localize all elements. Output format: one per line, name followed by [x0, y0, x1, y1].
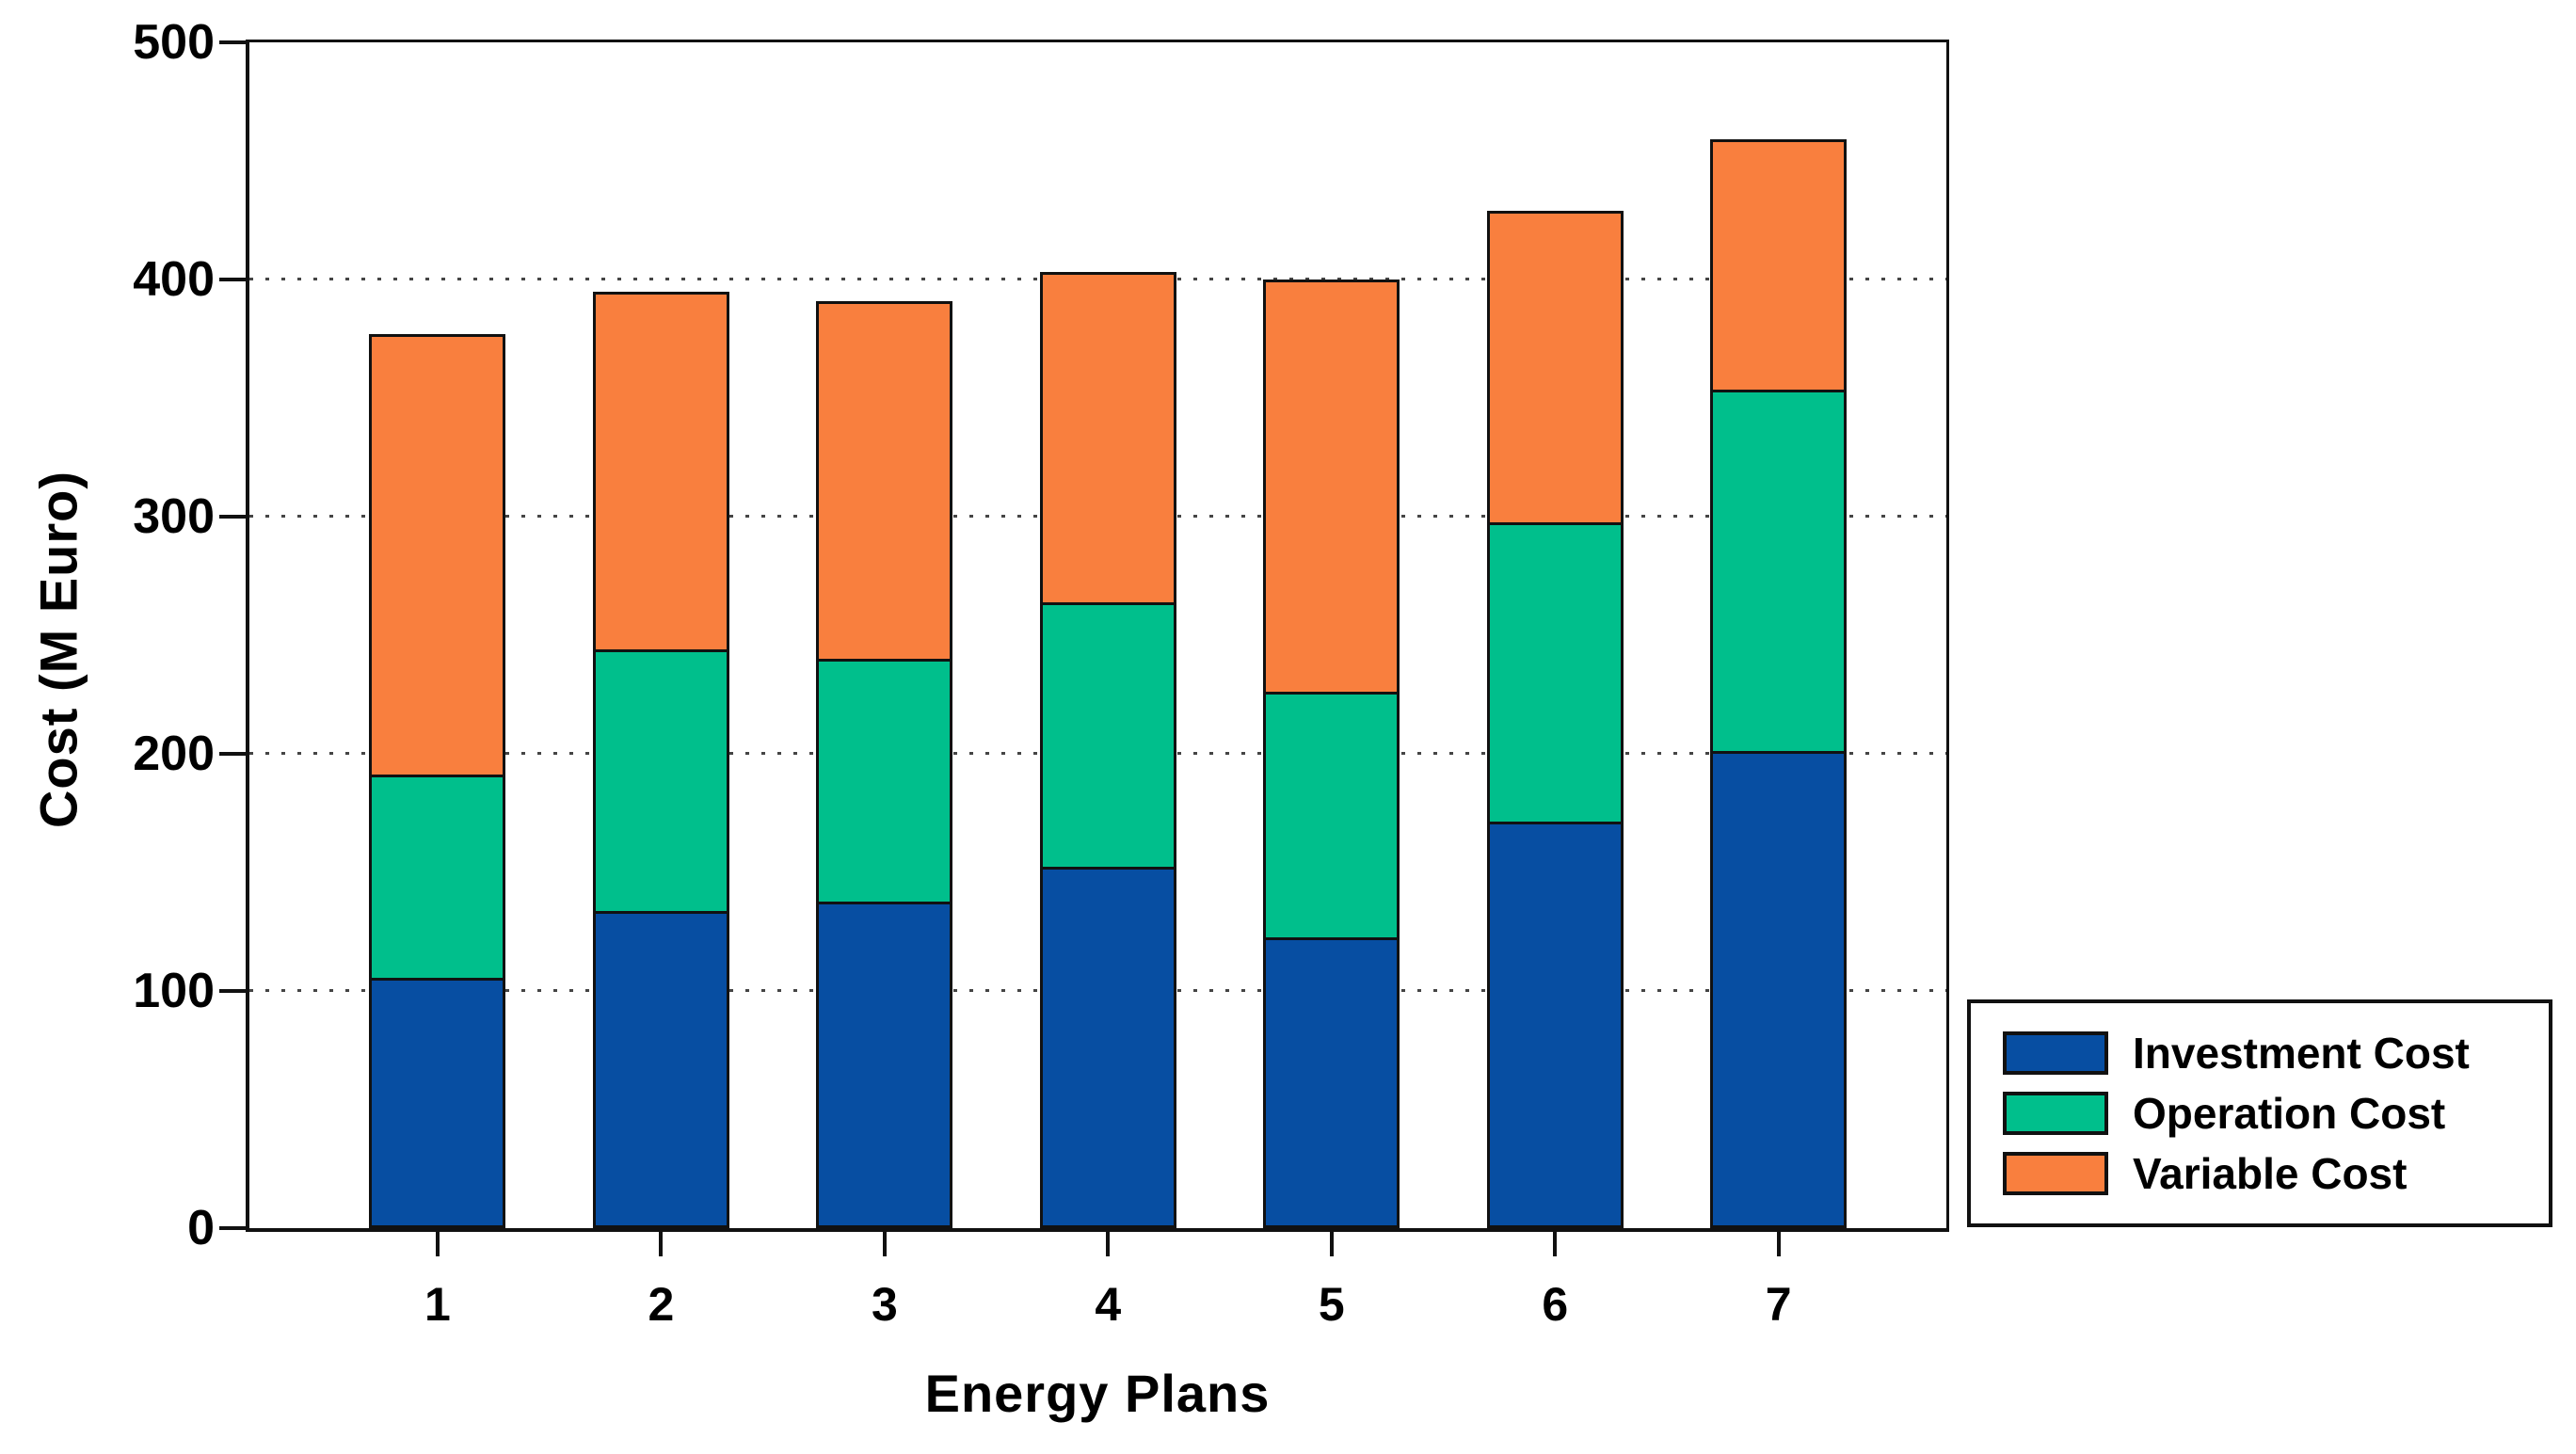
x-tick-5: [1329, 1232, 1334, 1256]
legend-label-operation-cost: Operation Cost: [2133, 1089, 2446, 1138]
segment-operation-cost-plan-6: [1489, 524, 1621, 824]
y-tick-label-500: 500: [133, 15, 215, 70]
x-tick-2: [659, 1232, 664, 1256]
y-tick-100: [219, 989, 246, 993]
segment-investment-cost-plan-3: [819, 904, 951, 1225]
x-tick-label-3: 3: [871, 1278, 898, 1331]
segment-variable-cost-plan-2: [595, 294, 727, 653]
x-tick-label-6: 6: [1542, 1278, 1569, 1331]
segment-operation-cost-plan-4: [1042, 605, 1174, 870]
bar-plan-4: [1039, 272, 1176, 1228]
bar-plan-7: [1710, 139, 1848, 1228]
y-tick-0: [219, 1226, 246, 1230]
bar-plan-5: [1263, 280, 1400, 1228]
segment-operation-cost-plan-5: [1266, 695, 1398, 940]
legend-row-variable-cost: Variable Cost: [2003, 1152, 2549, 1195]
segment-investment-cost-plan-6: [1489, 823, 1621, 1225]
bar-plan-1: [369, 333, 506, 1228]
x-tick-label-7: 7: [1765, 1278, 1792, 1331]
y-tick-label-400: 400: [133, 252, 215, 307]
y-tick-200: [219, 752, 246, 756]
x-tick-label-5: 5: [1318, 1278, 1345, 1331]
x-axis-title: Energy Plans: [924, 1364, 1271, 1423]
segment-operation-cost-plan-1: [372, 777, 504, 981]
segment-investment-cost-plan-4: [1042, 869, 1174, 1225]
legend-row-investment-cost: Investment Cost: [2003, 1031, 2549, 1075]
x-tick-1: [435, 1232, 440, 1256]
legend-row-operation-cost: Operation Cost: [2003, 1092, 2549, 1135]
legend-swatch-variable-cost: [2003, 1152, 2108, 1195]
x-tick-3: [882, 1232, 887, 1256]
plot-area: [246, 40, 1949, 1232]
segment-variable-cost-plan-5: [1266, 282, 1398, 695]
y-tick-label-0: 0: [187, 1201, 215, 1255]
segment-operation-cost-plan-2: [595, 652, 727, 915]
x-tick-label-2: 2: [648, 1278, 675, 1331]
segment-investment-cost-plan-1: [372, 980, 504, 1225]
x-tick-label-4: 4: [1095, 1278, 1122, 1331]
segment-operation-cost-plan-3: [819, 662, 951, 905]
y-tick-500: [219, 40, 246, 44]
x-tick-6: [1553, 1232, 1558, 1256]
segment-variable-cost-plan-4: [1042, 275, 1174, 606]
segment-investment-cost-plan-5: [1266, 939, 1398, 1225]
legend-label-investment-cost: Investment Cost: [2133, 1029, 2470, 1078]
bar-plan-6: [1486, 210, 1624, 1228]
bar-plan-3: [816, 300, 953, 1228]
segment-investment-cost-plan-7: [1713, 753, 1845, 1225]
bar-plan-2: [592, 291, 729, 1228]
y-tick-400: [219, 278, 246, 281]
x-tick-7: [1776, 1232, 1781, 1256]
segment-investment-cost-plan-2: [595, 914, 727, 1225]
legend: Investment Cost Operation Cost Variable Co…: [1967, 999, 2552, 1227]
segment-variable-cost-plan-3: [819, 303, 951, 663]
legend-swatch-investment-cost: [2003, 1031, 2108, 1075]
legend-label-variable-cost: Variable Cost: [2133, 1149, 2408, 1198]
segment-operation-cost-plan-7: [1713, 392, 1845, 754]
segment-variable-cost-plan-1: [372, 336, 504, 778]
x-tick-4: [1106, 1232, 1111, 1256]
y-tick-300: [219, 515, 246, 519]
x-tick-label-1: 1: [424, 1278, 451, 1331]
segment-variable-cost-plan-7: [1713, 142, 1845, 393]
segment-variable-cost-plan-6: [1489, 213, 1621, 525]
y-tick-label-100: 100: [133, 964, 215, 1018]
y-tick-label-200: 200: [133, 727, 215, 781]
y-tick-label-300: 300: [133, 489, 215, 544]
legend-swatch-operation-cost: [2003, 1092, 2108, 1135]
